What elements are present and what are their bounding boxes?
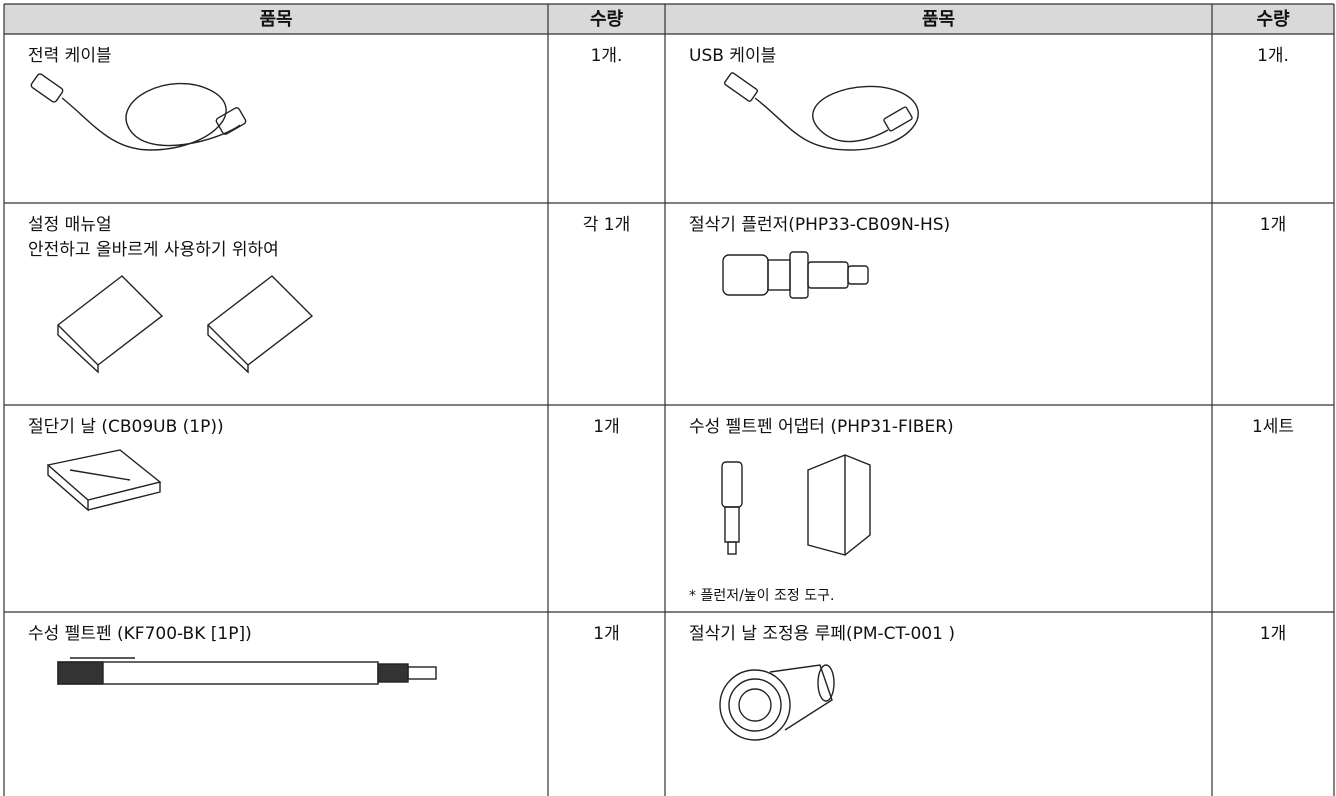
item-note: * 플런저/높이 조정 도구. xyxy=(689,588,834,604)
header-cell: 품목 xyxy=(259,9,292,30)
plunger-illustration xyxy=(722,251,869,299)
item-name: 수성 펠트펜 (KF700-BK [1P]) xyxy=(28,624,252,644)
item-name: 절삭기 날 조정용 루페(PM-CT-001 ) xyxy=(689,624,955,644)
item-name: 설정 매뉴얼 xyxy=(28,215,112,235)
item-quantity: 1개 xyxy=(593,624,619,644)
item-name: 절삭기 플런저(PHP33-CB09N-HS) xyxy=(689,215,950,235)
header-cell: 품목 xyxy=(922,9,955,30)
item-name: 전력 케이블 xyxy=(28,46,112,66)
item-quantity: 1개 xyxy=(1260,624,1286,644)
item-quantity: 1개. xyxy=(591,46,623,66)
blade-illustration xyxy=(46,449,162,512)
item-name: 안전하고 올바르게 사용하기 위하여 xyxy=(28,240,279,260)
usb-cable-illustration xyxy=(723,72,919,151)
item-quantity: 1개. xyxy=(1257,46,1289,66)
table-grid xyxy=(3,3,1335,796)
header-background xyxy=(4,4,1334,34)
header-cell: 수량 xyxy=(590,9,624,30)
manual-illustration xyxy=(56,275,314,374)
adapter-illustration xyxy=(721,454,871,556)
item-name: USB 케이블 xyxy=(689,46,776,66)
power-cable-illustration xyxy=(30,73,247,151)
item-quantity: 1세트 xyxy=(1252,417,1294,437)
pen-illustration xyxy=(57,657,437,685)
header-cell: 수량 xyxy=(1256,9,1290,30)
item-quantity: 1개 xyxy=(593,417,619,437)
item-name: 절단기 날 (CB09UB (1P)) xyxy=(28,417,224,437)
item-name: 수성 펠트펜 어댑터 (PHP31-FIBER) xyxy=(689,417,954,437)
item-quantity: 각 1개 xyxy=(583,215,631,235)
item-quantity: 1개 xyxy=(1260,215,1286,235)
loupe-illustration xyxy=(719,664,835,741)
